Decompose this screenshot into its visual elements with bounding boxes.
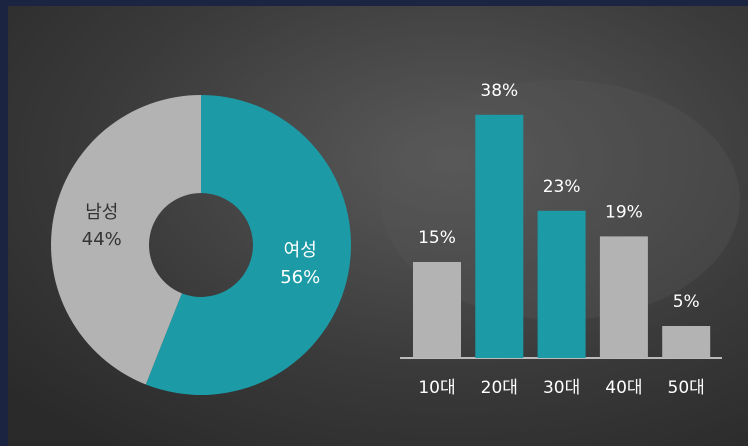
slice-label: 56%: [280, 267, 320, 288]
bar-label: 19%: [605, 202, 643, 222]
x-tick-label: 30대: [543, 378, 580, 398]
bar-label: 5%: [673, 292, 700, 312]
bar-label: 15%: [418, 228, 456, 248]
slice-name: 여성: [284, 240, 317, 261]
x-tick-label: 10대: [418, 378, 455, 398]
bar-label: 23%: [543, 177, 581, 197]
bar: [537, 210, 586, 358]
bar: [599, 236, 648, 358]
bar: [475, 114, 524, 358]
x-tick-label: 20대: [481, 378, 518, 398]
bar: [413, 262, 461, 358]
x-tick-label: 40대: [605, 378, 642, 398]
x-tick-label: 50대: [668, 378, 705, 398]
pie-slice: [145, 95, 351, 395]
glove-shape: [380, 80, 740, 320]
slice-name: 남성: [85, 202, 118, 223]
bar: [662, 326, 711, 358]
pie-slice: [50, 94, 202, 385]
slice-label: 44%: [82, 229, 122, 250]
bar-label: 38%: [480, 81, 518, 101]
